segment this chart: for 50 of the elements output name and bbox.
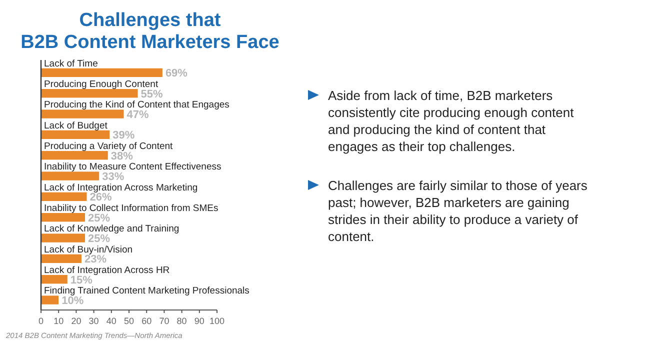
x-tick-label: 10: [54, 316, 64, 326]
data-label: 23%: [84, 254, 107, 266]
bar: [41, 151, 108, 160]
bar: [41, 192, 87, 202]
x-tick-label: 30: [88, 316, 99, 326]
bar: [41, 296, 59, 304]
data-label: 15%: [70, 274, 93, 286]
y-tick-label: Lack of Budget: [44, 120, 108, 132]
data-label: 10%: [62, 295, 84, 308]
data-label: 33%: [102, 171, 124, 184]
y-tick-label: Lack of Time: [44, 58, 98, 70]
x-tick-label: 40: [106, 316, 116, 326]
x-tick-label: 20: [71, 316, 82, 326]
data-label: 69%: [165, 68, 188, 80]
y-tick-label: Inability to Collect Information from SMEs: [44, 203, 218, 214]
y-tick-label: Lack of Knowledge and Training: [44, 224, 180, 235]
data-label: 38%: [110, 150, 134, 162]
chart-title: Challenges that B2B Content Marketers Face: [20, 10, 280, 53]
y-tick-label: Producing a Variety of Content: [44, 141, 174, 152]
data-label: 39%: [112, 130, 135, 142]
y-tick-label: Finding Trained Content Marketing Professionals: [44, 286, 250, 297]
x-tick-label: 50: [124, 316, 134, 326]
x-tick-label: 100: [209, 316, 225, 326]
bar: [41, 234, 85, 242]
bar: [41, 130, 110, 140]
bar: [41, 213, 85, 222]
x-tick-label: 80: [176, 316, 187, 326]
x-tick-label: 70: [159, 316, 170, 326]
bar: [41, 275, 68, 284]
text: Challenges are fairly similar to those of years past; however, B2B marketers are gaining strides in their ability to produce a variety of content.: [328, 178, 588, 244]
y-tick-label: Lack of Integration Across HR: [44, 265, 170, 276]
data-label: 47%: [126, 109, 149, 122]
bar: [41, 172, 100, 180]
y-tick-label: Lack of Integration Across Marketing: [44, 182, 198, 194]
x-tick-label: 90: [194, 316, 204, 326]
y-tick-label: Producing Enough Content: [44, 79, 158, 90]
data-label: 55%: [140, 88, 164, 100]
y-tick-label: Producing the Kind of Content that Engages: [44, 100, 230, 111]
y-tick-label: Inability to Measure Content Effectiveness: [44, 162, 222, 173]
data-label: 25%: [88, 233, 110, 246]
bar: [41, 68, 162, 78]
data-label: 26%: [90, 192, 112, 204]
y-tick-label: Lack of Buy-in/Vision: [44, 244, 133, 256]
text: Aside from lack of time, B2B marketers consistently cite producing enough content and producing the kind of content that engages as their top challenges.: [328, 88, 574, 154]
x-tick-label: 60: [142, 316, 152, 326]
bar: [41, 110, 124, 118]
bar: [41, 254, 82, 264]
bar: [41, 89, 138, 98]
data-label: 25%: [88, 212, 110, 224]
x-tick-label: 0: [38, 316, 44, 326]
